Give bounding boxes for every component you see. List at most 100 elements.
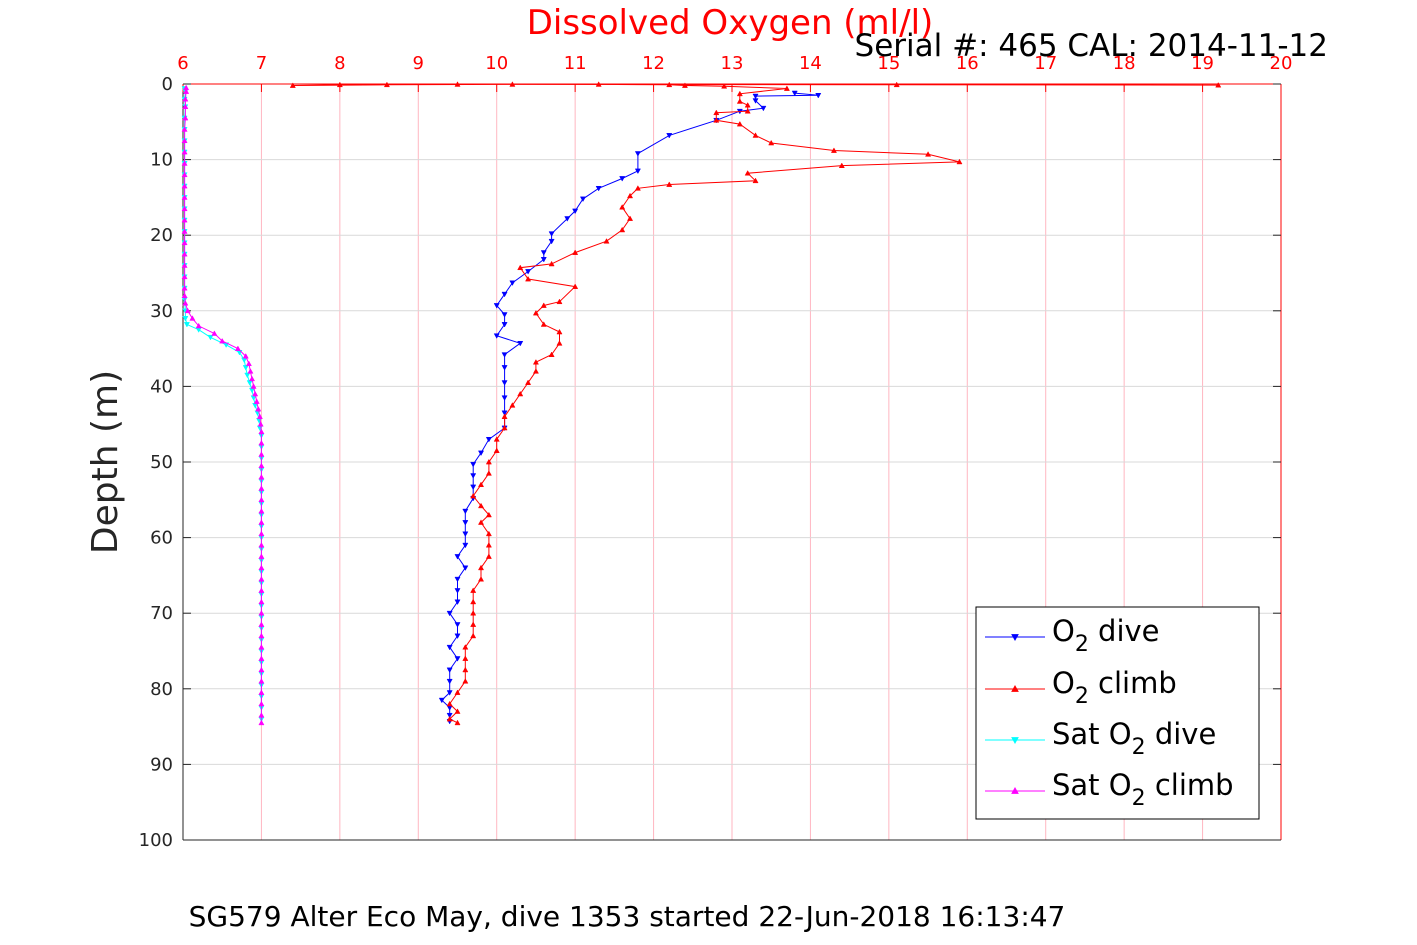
- data-point-o2_dive: [485, 436, 492, 443]
- data-point-o2_climb: [556, 298, 563, 305]
- data-point-o2_dive: [579, 196, 587, 203]
- data-point-sat_climb: [258, 632, 265, 639]
- y-tick-label: 70: [150, 603, 173, 624]
- data-point-o2_climb: [485, 470, 492, 476]
- data-point-sat_dive: [242, 365, 249, 371]
- data-point-o2_dive: [666, 133, 673, 139]
- data-point-o2_climb: [666, 181, 673, 187]
- legend-swatch-marker: [1011, 634, 1019, 642]
- x-tick-label: 17: [1034, 53, 1057, 74]
- data-point-sat_climb: [258, 564, 265, 571]
- data-point-sat_climb: [181, 273, 188, 280]
- data-point-o2_dive: [454, 599, 461, 605]
- legend-item-sat_climb: Sat O2 climb: [985, 768, 1234, 811]
- data-point-sat_climb: [245, 360, 252, 367]
- series-group: [181, 81, 1222, 726]
- data-point-o2_dive: [791, 90, 798, 97]
- data-point-sat_climb: [258, 496, 265, 503]
- data-point-o2_climb: [478, 481, 485, 488]
- data-point-o2_climb: [485, 553, 492, 559]
- data-point-o2_dive: [619, 176, 626, 182]
- data-point-sat_climb: [181, 228, 188, 234]
- data-point-o2_climb: [627, 192, 634, 199]
- data-point-o2_climb: [501, 424, 508, 431]
- series-o2_climb: [289, 81, 1222, 726]
- data-point-o2_climb: [736, 90, 743, 97]
- data-point-sat_climb: [183, 84, 190, 91]
- data-point-o2_dive: [564, 216, 571, 222]
- data-point-o2_climb: [493, 447, 500, 453]
- data-point-o2_climb: [501, 413, 508, 419]
- data-point-o2_climb: [532, 368, 539, 374]
- data-point-sat_climb: [257, 421, 264, 427]
- legend-label-text: O: [1052, 666, 1075, 700]
- legend-item-o2_dive: O2 dive: [985, 614, 1160, 657]
- y-tick-label: 10: [150, 150, 173, 171]
- data-point-o2_dive: [548, 231, 555, 237]
- data-point-o2_climb: [493, 436, 500, 442]
- x-tick-label: 15: [877, 53, 900, 74]
- data-point-sat_climb: [258, 576, 265, 582]
- data-point-o2_dive: [454, 554, 461, 560]
- data-point-o2_dive: [462, 508, 469, 515]
- data-point-o2_climb: [634, 185, 641, 191]
- data-point-o2_climb: [548, 351, 555, 357]
- data-point-sat_climb: [184, 307, 191, 314]
- data-point-o2_climb: [830, 147, 837, 153]
- data-point-o2_dive: [509, 280, 516, 286]
- data-point-sat_climb: [182, 96, 189, 102]
- data-point-o2_dive: [454, 656, 461, 662]
- data-point-o2_dive: [540, 257, 547, 263]
- data-point-sat_climb: [189, 315, 196, 321]
- data-point-o2_dive: [501, 410, 508, 416]
- data-point-o2_climb: [736, 98, 743, 104]
- data-point-sat_climb: [219, 337, 226, 344]
- series-line-o2_dive: [441, 92, 819, 722]
- legend-swatch-marker: [1011, 786, 1019, 794]
- data-point-sat_climb: [258, 598, 265, 605]
- series-sat_climb: [181, 84, 265, 726]
- data-point-o2_dive: [501, 322, 508, 328]
- data-point-o2_dive: [454, 633, 461, 639]
- data-point-sat_climb: [258, 451, 265, 457]
- data-point-sat_climb: [258, 508, 265, 514]
- data-point-sat_climb: [258, 530, 265, 537]
- data-point-o2_climb: [478, 564, 485, 571]
- data-point-o2_climb: [446, 715, 453, 722]
- data-point-sat_climb: [181, 126, 188, 132]
- data-point-o2_climb: [752, 132, 759, 138]
- data-point-o2_climb: [509, 402, 516, 408]
- data-point-o2_climb: [478, 502, 485, 509]
- series-line-sat_climb: [184, 87, 262, 723]
- data-point-o2_climb: [454, 708, 461, 714]
- legend-label: O2 dive: [1052, 614, 1160, 657]
- data-point-sat_climb: [234, 345, 241, 351]
- legend-label-subscript: 2: [1075, 632, 1089, 657]
- data-point-o2_climb: [736, 120, 743, 127]
- data-point-o2_climb: [681, 82, 688, 88]
- legend-label: Sat O2 climb: [1052, 768, 1234, 811]
- data-point-o2_dive: [470, 484, 477, 491]
- y-axis-label: Depth (m): [85, 370, 126, 554]
- chart-subtitle: Serial #: 465 CAL: 2014-11-12: [855, 28, 1328, 64]
- x-tick-label: 20: [1270, 53, 1293, 74]
- data-point-o2_climb: [462, 655, 469, 661]
- data-point-o2_climb: [289, 82, 296, 88]
- data-point-o2_climb: [744, 108, 751, 114]
- data-point-sat_dive: [244, 372, 251, 379]
- data-point-o2_climb: [556, 340, 563, 346]
- data-point-sat_climb: [258, 719, 265, 726]
- data-point-o2_climb: [603, 238, 610, 244]
- y-tick-label: 80: [150, 679, 173, 700]
- data-point-o2_climb: [713, 117, 720, 123]
- data-point-o2_climb: [744, 102, 751, 108]
- data-point-o2_dive: [446, 678, 453, 685]
- data-point-sat_climb: [258, 485, 265, 491]
- data-point-sat_climb: [181, 285, 188, 291]
- data-point-o2_climb: [619, 204, 626, 210]
- data-point-sat_climb: [181, 250, 188, 257]
- data-point-o2_climb: [509, 81, 516, 87]
- data-point-sat_climb: [250, 383, 257, 389]
- x-tick-label: 13: [721, 53, 744, 74]
- data-point-sat_climb: [258, 428, 265, 435]
